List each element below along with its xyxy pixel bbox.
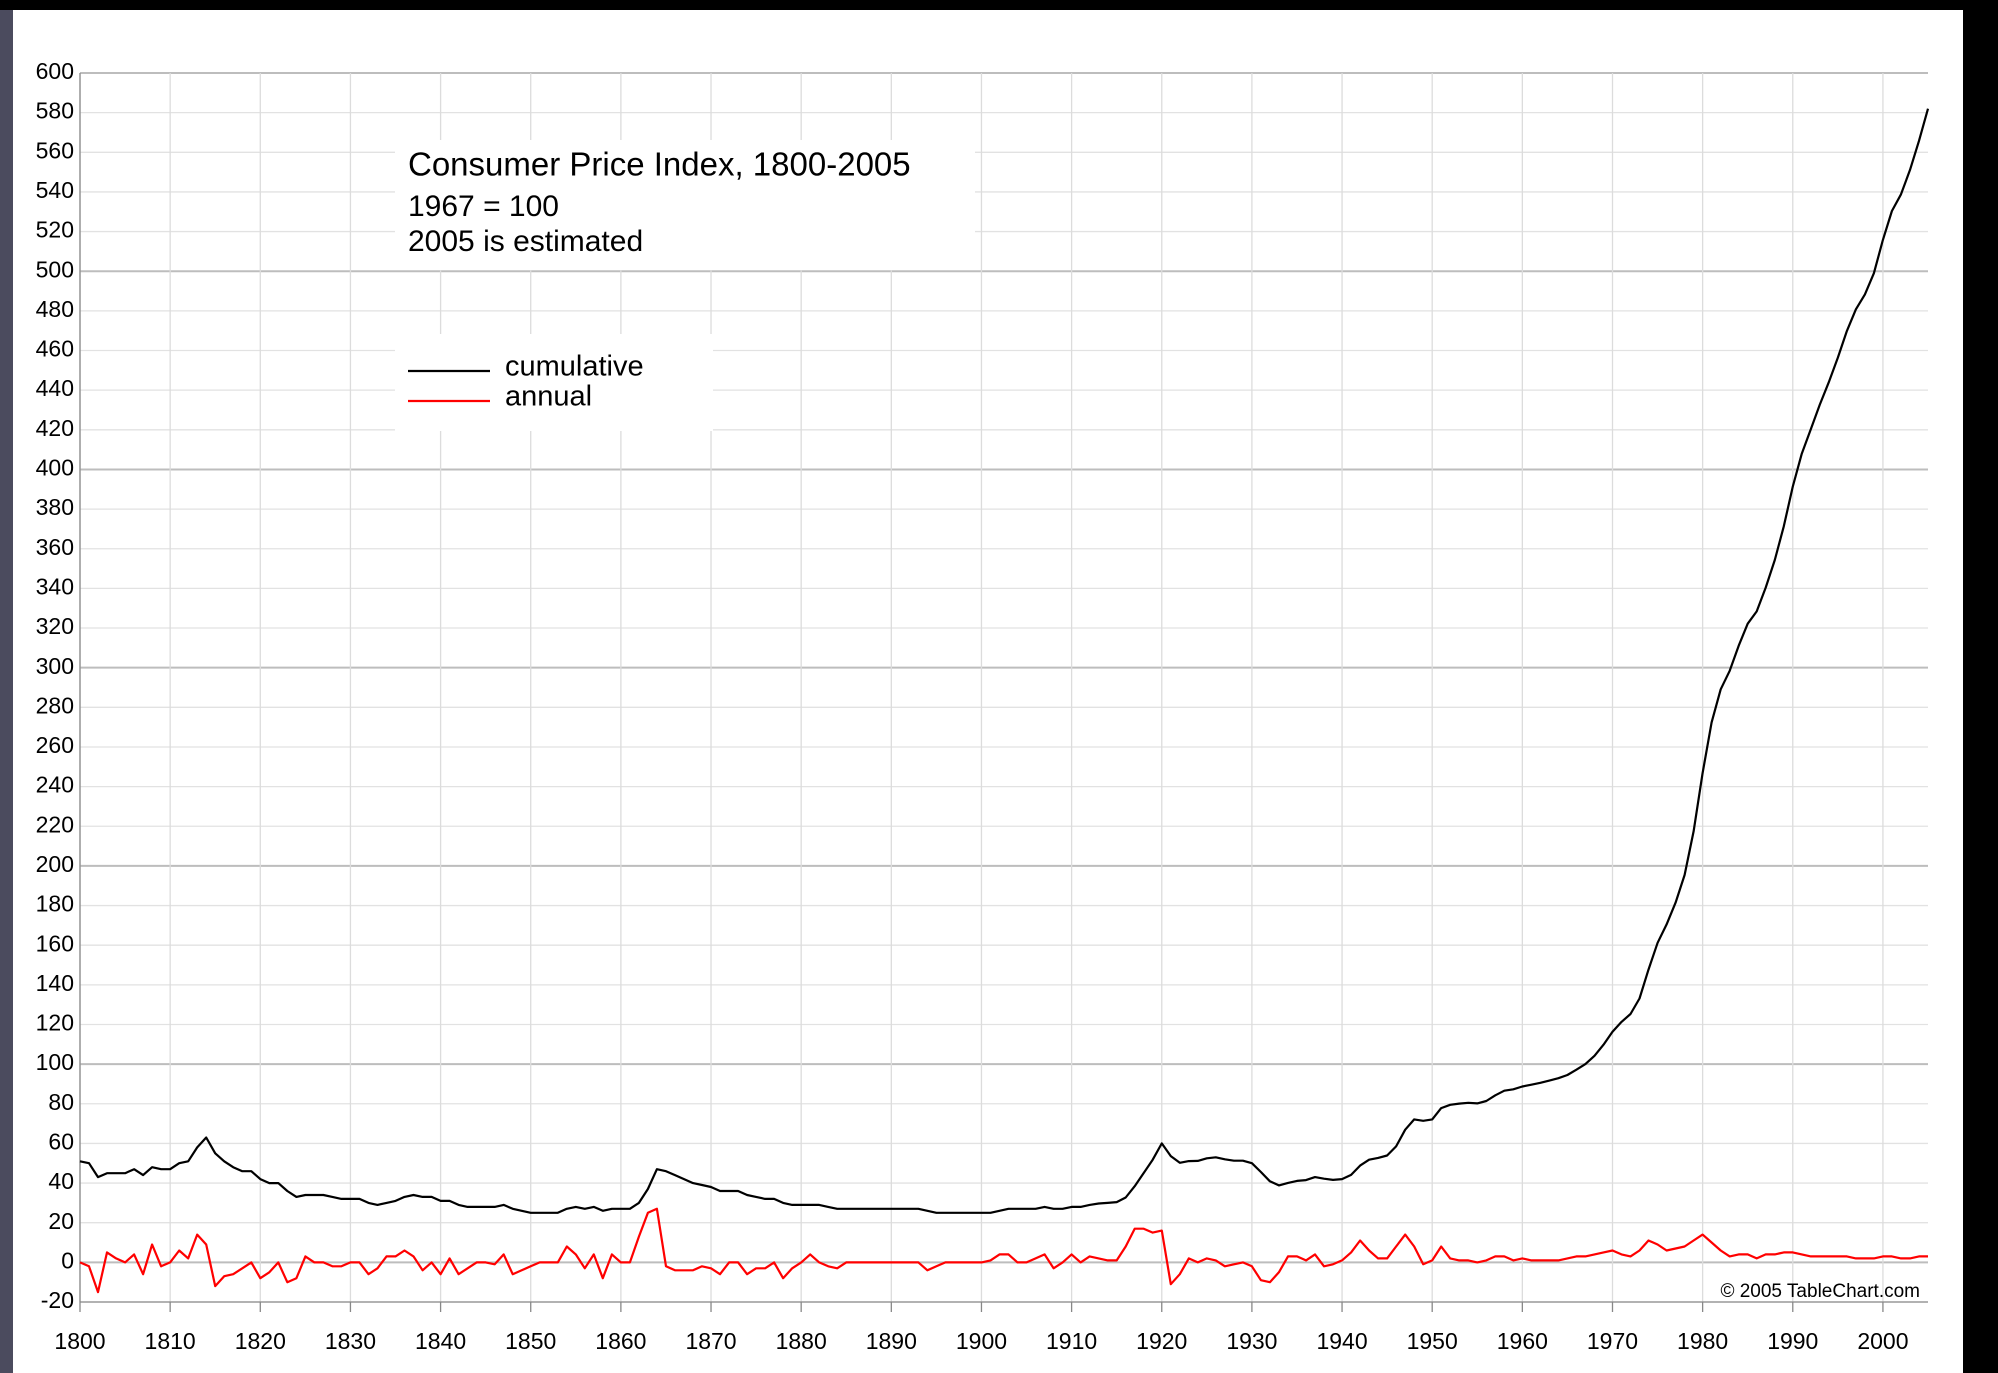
x-tick-label: 1960: [1497, 1328, 1548, 1354]
labels: -20 0 20 40 60 80 100 120 140 160 180 200 220 240 260 2…: [36, 58, 1909, 1354]
y-tick-label: -20: [41, 1287, 74, 1313]
y-tick-label: 340: [36, 573, 74, 599]
y-tick-label: 80: [48, 1089, 74, 1115]
y-tick-label: 120: [36, 1010, 74, 1036]
x-tick-label: 1860: [595, 1328, 646, 1354]
x-tick-label: 1840: [415, 1328, 466, 1354]
x-tick-label: 1890: [866, 1328, 917, 1354]
series-line: [79, 1207, 1928, 1294]
legend-label: annual: [505, 381, 592, 413]
y-tick-label: 540: [36, 177, 74, 203]
y-tick-label: 560: [36, 137, 74, 163]
x-tick-label: 1830: [325, 1328, 376, 1354]
y-tick-label: 200: [36, 851, 74, 877]
y-tick-label: 60: [48, 1128, 74, 1154]
x-tick-label: 1990: [1767, 1328, 1818, 1354]
y-tick-label: 360: [36, 534, 74, 560]
y-tick-label: 100: [36, 1049, 74, 1075]
frame-left: [0, 10, 13, 1373]
x-tick-label: 1940: [1316, 1328, 1367, 1354]
y-tick-label: 440: [36, 375, 74, 401]
x-tick-label: 1880: [776, 1328, 827, 1354]
y-tick-label: 460: [36, 336, 74, 362]
y-tick-label: 220: [36, 811, 74, 837]
grid: [79, 72, 1928, 1312]
y-tick-label: 320: [36, 613, 74, 639]
y-tick-label: 420: [36, 415, 74, 441]
x-tick-label: 1910: [1046, 1328, 1097, 1354]
x-tick-label: 1900: [956, 1328, 1007, 1354]
chart-title: Consumer Price Index, 1800-2005: [408, 146, 911, 183]
x-tick-label: 1980: [1677, 1328, 1728, 1354]
y-tick-label: 40: [48, 1168, 74, 1194]
annotation: © 2005 TableChart.com: [1720, 1281, 1920, 1302]
x-tick-label: 1870: [685, 1328, 736, 1354]
y-tick-label: 0: [61, 1247, 74, 1273]
y-tick-label: 480: [36, 296, 74, 322]
y-tick-label: 260: [36, 732, 74, 758]
x-tick-label: 1930: [1226, 1328, 1277, 1354]
canvas: [13, 10, 1963, 1373]
title-box: [395, 140, 975, 270]
chart-subtitle: 1967 = 100: [408, 190, 559, 223]
legend-label: cumulative: [505, 351, 644, 383]
y-tick-label: 600: [36, 58, 74, 84]
x-tick-label: 2000: [1857, 1328, 1908, 1354]
x-tick-label: 1850: [505, 1328, 556, 1354]
y-tick-label: 500: [36, 256, 74, 282]
y-tick-label: 300: [36, 653, 74, 679]
y-tick-label: 180: [36, 891, 74, 917]
y-tick-label: 380: [36, 494, 74, 520]
x-tick-label: 1970: [1587, 1328, 1638, 1354]
chart-subtitle: 2005 is estimated: [408, 225, 643, 258]
series-line: [79, 108, 1930, 1214]
y-tick-label: 240: [36, 772, 74, 798]
x-tick-label: 1950: [1407, 1328, 1458, 1354]
y-tick-label: 20: [48, 1208, 74, 1234]
y-tick-label: 400: [36, 455, 74, 481]
y-tick-label: 580: [36, 98, 74, 124]
x-tick-label: 1920: [1136, 1328, 1187, 1354]
lines: [79, 108, 1930, 1294]
legend-box: [395, 334, 713, 431]
y-tick-label: 160: [36, 930, 74, 956]
y-tick-label: 520: [36, 217, 74, 243]
y-tick-label: 140: [36, 970, 74, 996]
x-tick-label: 1810: [145, 1328, 196, 1354]
x-tick-label: 1820: [235, 1328, 286, 1354]
x-tick-label: 1800: [54, 1328, 105, 1354]
y-tick-label: 280: [36, 692, 74, 718]
